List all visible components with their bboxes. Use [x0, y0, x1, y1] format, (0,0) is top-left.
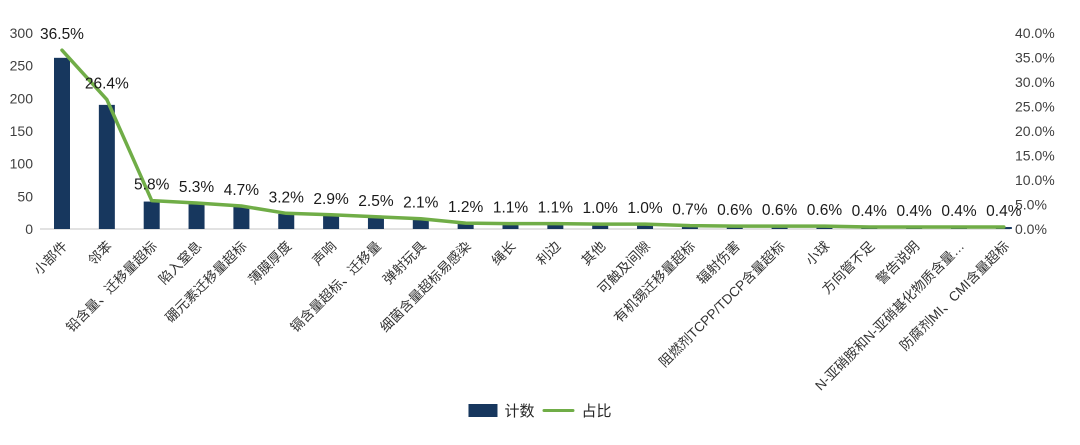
percent-data-label: 0.6% [762, 202, 798, 219]
right-axis-tick: 10.0% [1015, 172, 1055, 188]
percent-data-label: 1.0% [583, 200, 619, 217]
percent-data-label: 2.1% [403, 195, 439, 212]
percent-data-label: 0.4% [896, 203, 932, 220]
count-bar [681, 225, 698, 229]
right-axis-tick: 30.0% [1015, 74, 1055, 90]
percent-data-label: 1.1% [538, 200, 574, 217]
category-label: 有机锡迁移量超标 [611, 239, 698, 326]
count-bar [54, 57, 70, 230]
count-bar [547, 223, 564, 229]
percent-data-label: 36.5% [40, 26, 84, 43]
right-axis-tick: 5.0% [1015, 197, 1047, 213]
count-bar [457, 223, 474, 229]
left-axis-tick: 100 [10, 156, 34, 172]
right-axis-tick: 35.0% [1015, 50, 1055, 66]
percent-data-label: 0.4% [852, 203, 888, 220]
left-axis-tick: 50 [17, 188, 33, 204]
percent-data-label: 5.3% [179, 179, 215, 196]
category-label: 利边 [534, 238, 564, 268]
category-label: 小球 [803, 238, 833, 268]
right-axis-tick: 0.0% [1015, 221, 1047, 237]
count-bar [323, 215, 340, 229]
count-series-swatch [468, 404, 498, 417]
category-label: 邻苯 [85, 238, 115, 268]
percent-line [60, 48, 1006, 229]
right-axis-tick: 40.0% [1015, 25, 1055, 41]
left-axis-tick: 250 [10, 58, 34, 74]
percent-data-label: 1.0% [627, 200, 663, 217]
count-bar [592, 224, 609, 229]
category-label: 薄膜厚度 [246, 239, 295, 288]
count-bar [502, 223, 519, 229]
percent-data-label: 26.4% [85, 76, 129, 93]
left-axis-tick: 150 [10, 123, 34, 139]
count-bar [233, 206, 250, 229]
percent-data-label: 2.5% [358, 193, 394, 210]
count-bar [367, 217, 384, 229]
category-label: 其他 [579, 239, 609, 269]
left-axis-tick: 200 [10, 90, 34, 106]
category-label: 绳长 [489, 238, 519, 268]
legend-label-count: 计数 [504, 403, 535, 420]
percent-data-label: 0.6% [807, 202, 843, 219]
percent-data-label: 0.6% [717, 202, 753, 219]
category-label: 铅含量、迁移量超标 [63, 239, 160, 336]
count-bar [412, 219, 429, 229]
percent-data-label: 3.2% [269, 189, 305, 206]
left-axis-tick: 0 [25, 221, 33, 237]
percent-data-label: 0.4% [986, 203, 1022, 220]
category-label: 声响 [310, 239, 340, 269]
percent-data-label: 0.7% [672, 202, 708, 219]
right-axis-tick: 25.0% [1015, 99, 1055, 115]
legend-label-percent: 占比 [581, 403, 612, 420]
percent-series-swatch [542, 408, 575, 413]
count-bar [278, 213, 295, 229]
category-label: 硼元素迁移量超标 [163, 239, 250, 326]
count-bar [98, 104, 115, 229]
chart-legend: 计数 占比 [468, 400, 612, 421]
right-axis-tick: 15.0% [1015, 148, 1055, 164]
left-axis-tick: 300 [10, 25, 34, 41]
percent-data-label: 4.7% [224, 182, 260, 199]
category-label: 小部件 [31, 239, 70, 278]
percent-data-label: 0.4% [941, 203, 977, 220]
percent-data-label: 1.2% [448, 199, 484, 216]
legend-item-percent: 占比 [542, 400, 612, 421]
percent-data-label: 2.9% [313, 191, 349, 208]
legend-item-count: 计数 [468, 400, 535, 421]
right-axis-tick: 20.0% [1015, 123, 1055, 139]
count-bar [188, 204, 205, 229]
count-bar [143, 201, 160, 229]
category-label: 镉含量超标、迁移量 [288, 239, 385, 336]
count-bar [637, 224, 654, 229]
percent-data-label: 5.8% [134, 177, 170, 194]
percent-data-label: 1.1% [493, 200, 529, 217]
